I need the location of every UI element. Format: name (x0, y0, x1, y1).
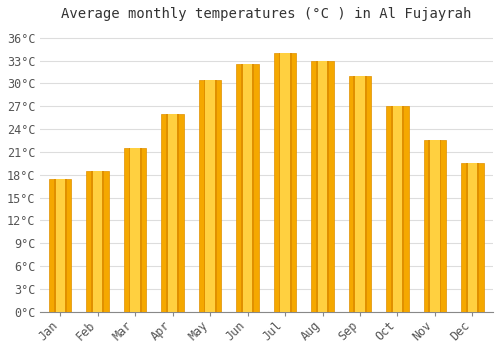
Bar (178, 114, 179, 312)
Bar (316, 61, 328, 312)
Bar (466, 163, 468, 312)
Title: Average monthly temperatures (°C ) in Al Fujayrah: Average monthly temperatures (°C ) in Al… (61, 7, 472, 21)
Bar (391, 106, 393, 312)
Bar (428, 140, 430, 312)
Bar (279, 53, 291, 312)
Bar (92, 171, 104, 312)
Bar (424, 140, 446, 312)
Bar (392, 106, 404, 312)
Bar (54, 178, 56, 312)
Bar (65, 178, 66, 312)
Bar (204, 79, 206, 312)
Bar (349, 76, 372, 312)
Bar (236, 64, 259, 312)
Bar (162, 114, 184, 312)
Bar (461, 163, 483, 312)
Bar (466, 163, 478, 312)
Bar (354, 76, 366, 312)
Bar (477, 163, 479, 312)
Bar (166, 114, 179, 312)
Bar (215, 79, 216, 312)
Bar (316, 61, 318, 312)
Bar (241, 64, 243, 312)
Bar (129, 148, 141, 312)
Bar (91, 171, 93, 312)
Bar (102, 171, 104, 312)
Bar (86, 171, 109, 312)
Bar (290, 53, 292, 312)
Bar (252, 64, 254, 312)
Bar (440, 140, 442, 312)
Bar (328, 61, 329, 312)
Bar (204, 79, 216, 312)
Bar (278, 53, 280, 312)
Bar (354, 76, 356, 312)
Bar (199, 79, 222, 312)
Bar (402, 106, 404, 312)
Bar (274, 53, 296, 312)
Bar (140, 148, 141, 312)
Bar (312, 61, 334, 312)
Bar (124, 148, 146, 312)
Bar (386, 106, 408, 312)
Bar (166, 114, 168, 312)
Bar (54, 178, 66, 312)
Bar (128, 148, 130, 312)
Bar (49, 178, 72, 312)
Bar (364, 76, 366, 312)
Bar (242, 64, 254, 312)
Bar (429, 140, 441, 312)
